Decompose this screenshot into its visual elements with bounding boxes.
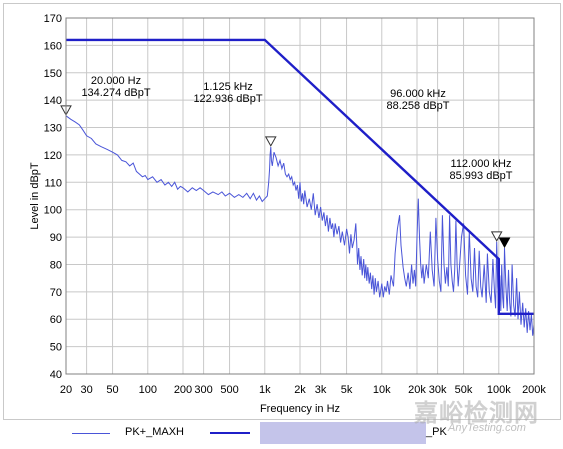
legend: PK+_MAXH _PK [0, 420, 563, 449]
y-tick-label: 170 [44, 13, 62, 25]
x-tick-label: 10k [373, 384, 391, 396]
x-tick-label: 100k [487, 384, 511, 396]
x-tick-label: 20 [60, 384, 72, 396]
marker-filled-triangle [498, 237, 511, 249]
annotation-level: 122.936 dBpT [193, 93, 262, 105]
y-tick-label: 70 [50, 287, 62, 299]
marker-hollow-triangle [264, 136, 277, 147]
x-tick-label: 20k [408, 384, 426, 396]
x-tick-label: 5k [341, 384, 353, 396]
legend-label-pk: _PK [426, 426, 447, 438]
y-axis-label: Level in dBpT [29, 162, 41, 230]
annotation-level: 88.258 dBpT [387, 100, 450, 112]
y-tick-label: 50 [50, 342, 62, 354]
y-tick-label: 80 [50, 259, 62, 271]
series-line-pk [66, 38, 534, 315]
x-tick-label: 50k [455, 384, 473, 396]
annotation-level: 85.993 dBpT [450, 170, 513, 182]
x-tick-label: 200k [522, 384, 546, 396]
series-layer [65, 38, 535, 336]
legend-label-maxh: PK+_MAXH [125, 426, 184, 438]
x-tick-label: 30k [429, 384, 447, 396]
x-tick-label: 1k [259, 384, 271, 396]
y-tick-label: 160 [44, 40, 62, 52]
y-tick-label: 130 [44, 123, 62, 135]
x-axis-label: Frequency in Hz [260, 403, 340, 415]
annotation-frequency: 96.000 kHz [390, 88, 446, 100]
x-tick-label: 100 [139, 384, 157, 396]
x-tick-label: 500 [220, 384, 238, 396]
watermark-subtext: AnyTesting.com [448, 422, 526, 434]
markers-layer [60, 105, 511, 249]
y-tick-label: 120 [44, 150, 62, 162]
legend-swatch-pk [210, 432, 250, 434]
x-tick-label: 50 [106, 384, 118, 396]
y-tick-label: 140 [44, 95, 62, 107]
plot-frame [65, 17, 535, 375]
legend-swatch-maxh [72, 433, 110, 434]
legend-highlight-block [260, 422, 426, 444]
watermark-text: 嘉峪检测网 [414, 400, 539, 427]
annotation-frequency: 1.125 kHz [203, 81, 253, 93]
y-tick-label: 110 [44, 177, 62, 189]
annotation-frequency: 20.000 Hz [91, 75, 141, 87]
y-tick-label: 40 [50, 369, 62, 381]
x-tick-label: 2k [294, 384, 306, 396]
y-tick-label: 150 [44, 68, 62, 80]
y-tick-label: 100 [44, 205, 62, 217]
x-tick-label: 200 [174, 384, 192, 396]
x-tick-label: 300 [194, 384, 212, 396]
y-tick-label: 90 [50, 232, 62, 244]
series-line-pk-maxh [65, 115, 535, 336]
annotation-frequency: 112.000 kHz [451, 158, 512, 170]
y-tick-label: 60 [50, 314, 62, 326]
marker-hollow-triangle [490, 231, 503, 242]
y-tick-labels: 40 50 60 70 80 90 100 110 120 130 140 150 160 170 [44, 13, 62, 381]
x-tick-label: 3k [315, 384, 327, 396]
x-tick-label: 30 [80, 384, 92, 396]
x-tick-labels: 20 30 50 100 200 300 500 1k 2k 3k 5k 10k 20k 30k 50k 10… [60, 384, 547, 396]
annotation-level: 134.274 dBpT [81, 87, 150, 99]
